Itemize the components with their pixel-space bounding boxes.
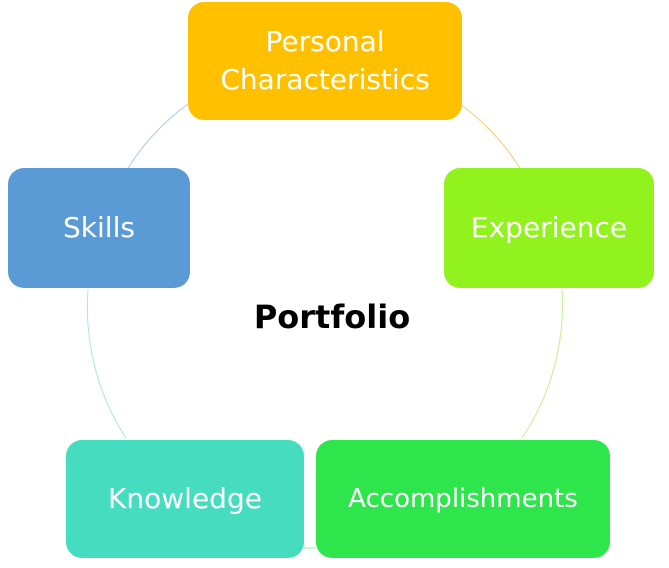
connector-personal-experience (459, 103, 521, 169)
node-experience: Experience (444, 168, 654, 288)
node-knowledge: Knowledge (66, 440, 304, 558)
node-personal-characteristics: Personal Characteristics (188, 2, 462, 120)
connector-experience-accomplishments (521, 289, 563, 439)
node-skills: Skills (8, 168, 190, 288)
node-accomplishments: Accomplishments (316, 440, 610, 558)
connector-skills-personal (127, 103, 189, 169)
connector-knowledge-skills (86, 289, 127, 439)
center-label-portfolio: Portfolio (253, 298, 411, 336)
